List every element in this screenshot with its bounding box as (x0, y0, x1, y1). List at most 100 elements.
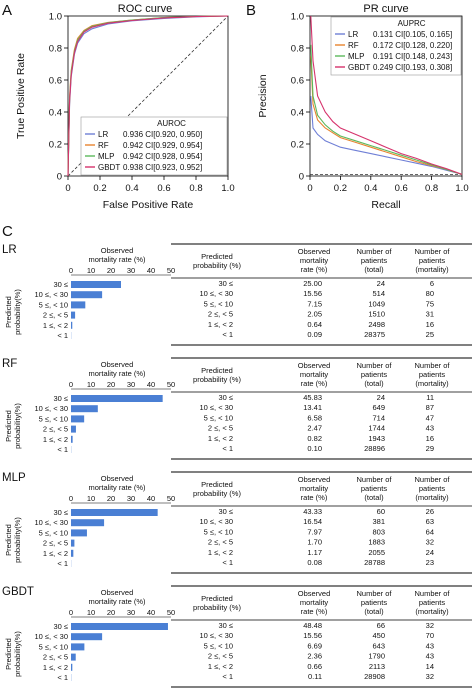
table-cell-category: 10 ≤, < 30 (199, 631, 233, 640)
table-cell-category: 1 ≤, < 2 (208, 434, 233, 443)
pr-y-tick-label: 0.6 (291, 76, 304, 87)
table-cell-observed: 2.05 (307, 310, 322, 319)
table-cell-total: 1744 (368, 424, 385, 433)
bar-gbdt (71, 664, 72, 671)
bar-tick-label: 30 (127, 380, 135, 389)
table-cell-observed: 0.11 (308, 672, 322, 681)
pr-y-tick-label: 0.8 (291, 44, 304, 55)
pr-x-tick-label: 0 (307, 183, 312, 194)
bar-tick-label: 50 (167, 608, 175, 617)
table-cell-mortality: 43 (426, 652, 434, 661)
bar-lr (71, 281, 121, 288)
bar-rf (71, 426, 76, 433)
bar-tick-label: 20 (107, 266, 115, 275)
table-cell-total: 381 (372, 517, 385, 526)
panel-label-b: B (246, 2, 256, 19)
table-cell-observed: 15.56 (303, 631, 322, 640)
table-cell-observed: 0.64 (307, 320, 322, 329)
bar-rf (71, 415, 84, 422)
roc-legend-name-mlp: MLP (98, 152, 114, 161)
bar-y-axis-label-gbdt: Predictedprobability(%) (4, 631, 22, 677)
table-cell-category: 1 ≤, < 2 (208, 548, 233, 557)
bar-y-axis-label-rf: Predictedprobability(%) (4, 403, 22, 449)
roc-legend-name-rf: RF (98, 141, 109, 150)
table-cell-total: 60 (377, 507, 385, 516)
model-name-mlp: MLP (2, 472, 26, 484)
roc-x-tick-label: 0.2 (93, 183, 106, 194)
table-cell-observed: 2.47 (307, 424, 322, 433)
table-cell-observed: 1.17 (307, 548, 322, 557)
table-cell-total: 28788 (364, 558, 385, 567)
table-cell-observed: 45.83 (303, 393, 322, 402)
model-name-lr: LR (2, 244, 17, 256)
pr-title: PR curve (363, 3, 408, 15)
roc-legend-value-rf: 0.942 CI[0.929, 0.954] (123, 141, 202, 150)
bar-category-label: 1 ≤, < 2 (43, 663, 68, 672)
table-cell-mortality: 70 (426, 631, 434, 640)
bar-category-label: 2 ≤, < 5 (43, 311, 68, 320)
bar-category-label: < 1 (57, 559, 68, 568)
bar-category-label: 10 ≤, < 30 (34, 518, 68, 527)
pr-legend-title: AUPRC (398, 19, 426, 28)
bar-mlp (71, 529, 87, 536)
table-cell-observed: 1.70 (307, 538, 322, 547)
panel-label-a: A (2, 2, 12, 19)
roc-x-axis-label: False Positive Rate (103, 199, 194, 211)
bar-tick-label: 0 (69, 494, 73, 503)
roc-x-tick-label: 1.0 (221, 183, 234, 194)
pr-legend-name-lr: LR (348, 30, 358, 39)
table-cell-mortality: 16 (426, 434, 434, 443)
table-cell-mortality: 63 (426, 517, 434, 526)
table-cell-mortality: 64 (426, 527, 434, 536)
bar-rf (71, 405, 98, 412)
table-cell-total: 1049 (368, 299, 385, 308)
model-name-gbdt: GBDT (2, 586, 34, 598)
pr-legend-name-gbdt: GBDT (348, 63, 370, 72)
pr-y-tick-label: 0.2 (291, 140, 304, 151)
bar-tick-label: 30 (127, 608, 135, 617)
bar-category-label: 30 ≤ (53, 394, 68, 403)
table-cell-mortality: 29 (426, 444, 434, 453)
table-cell-mortality: 26 (426, 507, 434, 516)
roc-x-tick-label: 0.8 (189, 183, 202, 194)
table-cell-observed: 0.66 (307, 662, 322, 671)
bar-category-label: 2 ≤, < 5 (43, 653, 68, 662)
bar-category-label: < 1 (57, 445, 68, 454)
table-cell-observed: 0.10 (307, 444, 322, 453)
table-cell-observed: 2.36 (307, 652, 322, 661)
bar-y-axis-label-mlp: Predictedprobability(%) (4, 517, 22, 563)
table-cell-mortality: 25 (426, 330, 434, 339)
bar-tick-label: 10 (87, 494, 95, 503)
bar-category-label: 10 ≤, < 30 (34, 404, 68, 413)
bar-category-label: 1 ≤, < 2 (43, 435, 68, 444)
bar-category-label: 1 ≤, < 2 (43, 549, 68, 558)
roc-y-tick-label: 0 (57, 172, 62, 183)
table-cell-category: 5 ≤, < 10 (204, 527, 233, 536)
table-cell-total: 714 (372, 413, 385, 422)
table-cell-observed: 0.82 (307, 434, 322, 443)
table-cell-observed: 6.58 (307, 413, 322, 422)
roc-legend-title: AUROC (157, 119, 186, 128)
table-cell-category: 30 ≤ (218, 279, 233, 288)
bar-category-label: 5 ≤, < 10 (39, 528, 68, 537)
bar-gbdt (71, 623, 168, 630)
bar-category-label: < 1 (57, 673, 68, 682)
bar-mlp (71, 509, 158, 516)
bar-lr (71, 322, 72, 329)
table-cell-total: 514 (372, 289, 385, 298)
table-cell-category: 1 ≤, < 2 (208, 662, 233, 671)
pr-legend-value-lr: 0.131 CI[0.105, 0.165] (373, 30, 452, 39)
table-cell-observed: 13.41 (303, 403, 322, 412)
